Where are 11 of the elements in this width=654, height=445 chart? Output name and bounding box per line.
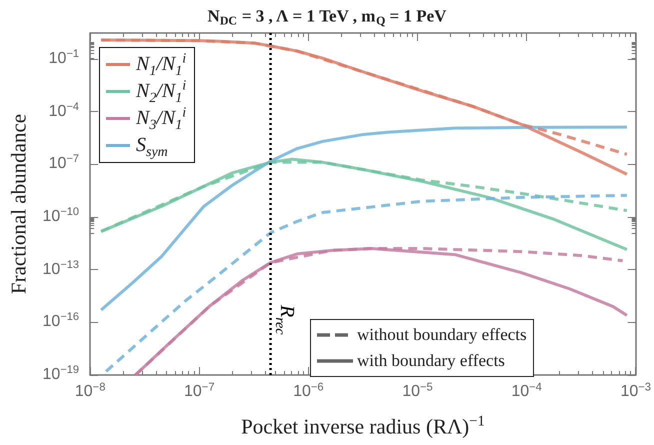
y-tick-label: 10$^{−1}$ <box>48 48 79 69</box>
annotation: with boundary effects <box>357 351 505 371</box>
legend-label: S$_{sym}$ <box>136 134 168 160</box>
annotation: without boundary effects <box>357 325 527 345</box>
y-tick-label: 10$^{−4}$ <box>48 100 79 122</box>
y-tick-label: 10$^{−19}$ <box>42 364 79 383</box>
y-tick-label: 10$^{−10}$ <box>42 206 79 227</box>
y-tick-label: 10$^{−7}$ <box>48 153 79 174</box>
y-tick-label: 10$^{−16}$ <box>42 311 79 332</box>
y-axis-title: Fractional abundance <box>6 114 30 294</box>
y-tick-label: 10$^{−13}$ <box>42 258 79 280</box>
